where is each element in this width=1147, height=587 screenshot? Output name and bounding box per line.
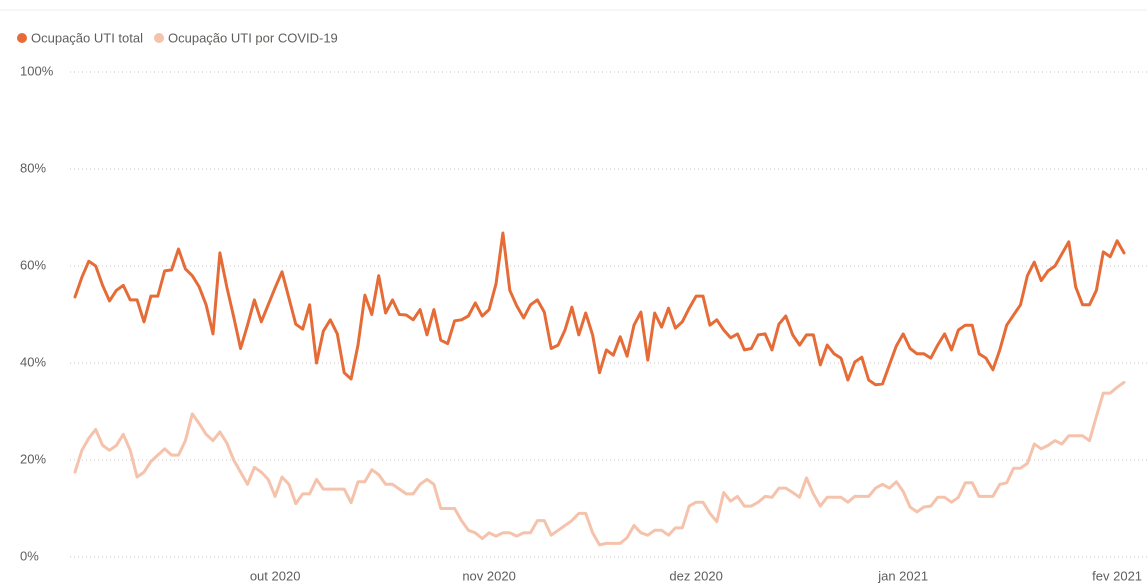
y-tick-label: 20% bbox=[20, 451, 46, 466]
y-tick-label: 0% bbox=[20, 548, 39, 563]
y-tick-label: 100% bbox=[20, 63, 54, 78]
series-line bbox=[73, 231, 1126, 387]
legend: Ocupação UTI total Ocupação UTI por COVID… bbox=[17, 30, 338, 45]
y-tick-label: 60% bbox=[20, 257, 46, 272]
legend-marker bbox=[17, 33, 27, 43]
x-tick-label: jan 2021 bbox=[877, 568, 928, 583]
x-tick-label: nov 2020 bbox=[462, 568, 516, 583]
series-line bbox=[73, 380, 1126, 547]
legend-marker bbox=[154, 33, 164, 43]
x-tick-label: dez 2020 bbox=[669, 568, 723, 583]
x-tick-label: fev 2021 bbox=[1092, 568, 1142, 583]
y-tick-label: 40% bbox=[20, 354, 46, 369]
y-tick-label: 80% bbox=[20, 160, 46, 175]
legend-label: Ocupação UTI total bbox=[31, 30, 143, 45]
legend-label: Ocupação UTI por COVID-19 bbox=[168, 30, 338, 45]
x-tick-label: out 2020 bbox=[250, 568, 301, 583]
